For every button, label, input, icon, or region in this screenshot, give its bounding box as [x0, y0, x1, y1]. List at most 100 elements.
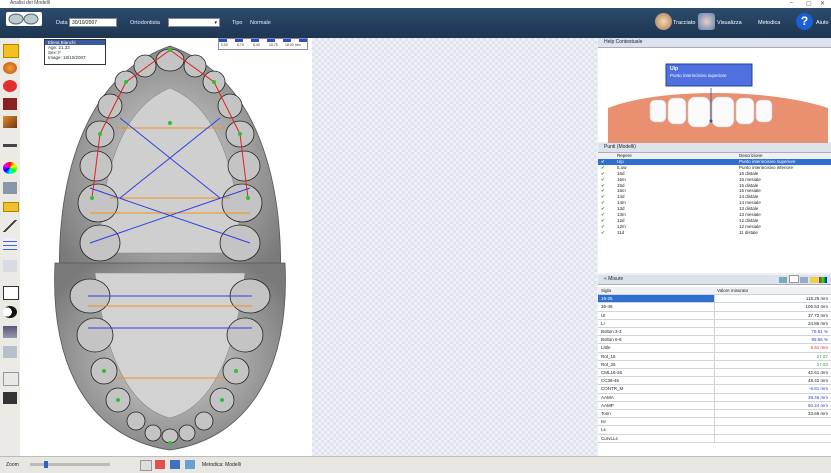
ruler-icon[interactable]	[3, 202, 19, 212]
table-row[interactable]: 36-46 105.53 mm	[598, 302, 831, 312]
table-row[interactable]: LI 24.86 mm	[598, 319, 831, 329]
table-row[interactable]: ✔ ILow Punto interincisivo inferiore	[598, 165, 831, 171]
scale-ruler: 5.00 6.75 8.40 10.75 18.00 mm	[218, 38, 308, 50]
measure-code: 16-26	[598, 294, 714, 304]
view-icon[interactable]	[170, 460, 180, 469]
table-row[interactable]: Isr	[598, 417, 831, 427]
folder-icon[interactable]	[809, 277, 818, 283]
table-row[interactable]: Ls	[598, 425, 831, 435]
point-code: 16m	[617, 176, 626, 182]
help-illustration	[608, 63, 828, 143]
check-icon: ✔	[601, 182, 605, 188]
table-row[interactable]: ✔ 16m 16 mesiale	[598, 177, 831, 183]
frame-icon[interactable]	[3, 286, 19, 300]
aiuto-button[interactable]: Aiuto	[816, 20, 829, 26]
dental-arches-image[interactable]	[20, 38, 312, 456]
visualizza-icon[interactable]	[698, 13, 715, 30]
table-row[interactable]: CONTR_M -6.81 mm	[598, 384, 831, 394]
table-row[interactable]: Bolton 3-3 78.81 %	[598, 327, 831, 337]
help-icon[interactable]: ?	[796, 13, 813, 30]
maximize-icon[interactable]: ▢	[806, 1, 812, 7]
table-row[interactable]: Bolton 6-6 95.56 %	[598, 335, 831, 345]
point-description: 16 mesiale	[739, 176, 761, 182]
move-icon[interactable]	[3, 80, 17, 92]
visualizza-button[interactable]: Visualizza	[717, 20, 742, 26]
angle-icon[interactable]	[3, 220, 17, 232]
measure-code: Tonn	[598, 409, 714, 419]
tracciato-button[interactable]: Tracciato	[673, 20, 696, 26]
calculator-icon[interactable]	[3, 392, 17, 404]
table-row[interactable]: AAMP 50.24 mm	[598, 401, 831, 411]
hand-tool-icon[interactable]	[3, 44, 19, 58]
table-row[interactable]: ✔ 14m 14 mesiale	[598, 200, 831, 206]
ortodontista-select[interactable]: ▾	[168, 18, 220, 27]
zoom-slider[interactable]	[30, 461, 110, 468]
ruler-tick: 6.75	[237, 43, 244, 47]
table-row[interactable]: Little 5.61 mm	[598, 343, 831, 353]
table-row[interactable]: UI 37.72 mm	[598, 311, 831, 320]
measure-value: 27.53	[713, 360, 831, 370]
metodica-button[interactable]: Metodica	[758, 20, 781, 26]
overlay-icon[interactable]	[3, 260, 17, 272]
caliper-icon[interactable]	[3, 182, 17, 194]
line-tool-icon[interactable]	[3, 144, 17, 147]
magnifier-icon[interactable]	[3, 62, 17, 74]
table-row[interactable]: Rot_26 27.53	[598, 360, 831, 370]
document-icon[interactable]	[3, 372, 19, 386]
patient-age: Age: 21,33	[48, 45, 70, 50]
misure-panel: « Misure Sigla Valore misurato 16-26 115.…	[598, 275, 831, 456]
table-row[interactable]: ✔ 13m 13 mesiale	[598, 212, 831, 218]
table-row[interactable]: ✔ 14d 14 distale	[598, 194, 831, 200]
chart-icon[interactable]	[779, 277, 788, 283]
minimize-icon[interactable]: –	[790, 0, 794, 6]
pencil-icon[interactable]	[3, 116, 17, 128]
table-row[interactable]: ✔ 16d 16 distale	[598, 171, 831, 177]
measure-value: 5.61 mm	[713, 343, 831, 353]
measure-value: 39.46 mm	[713, 393, 831, 402]
tool-icon[interactable]	[185, 460, 195, 469]
data-field[interactable]: 30/10/2007	[69, 18, 117, 27]
table-row[interactable]: ✔ 15m 15 mesiale	[598, 188, 831, 194]
point-code: 15m	[617, 188, 626, 194]
measure-code: Rot_16	[598, 352, 714, 361]
tipo-select[interactable]: Normale	[250, 20, 271, 26]
table-row[interactable]: Rot_16 27.67	[598, 352, 831, 361]
color-icon[interactable]	[155, 460, 165, 469]
brightness-icon[interactable]	[3, 98, 17, 110]
table-row[interactable]: CML16-26 42.61 mm	[598, 368, 831, 378]
left-toolbox	[0, 38, 21, 456]
measure-code: 36-46	[598, 302, 714, 312]
zoom-slider-thumb[interactable]	[44, 461, 48, 468]
help-callout-title: Uip	[670, 66, 679, 72]
table-row[interactable]: CurvLLs	[598, 434, 831, 443]
grid-icon[interactable]	[3, 238, 17, 250]
table-row[interactable]: ✔ 13d 13 distale	[598, 206, 831, 212]
measure-value	[713, 417, 831, 427]
close-icon[interactable]: ✕	[820, 1, 826, 7]
color-wheel-icon[interactable]	[3, 162, 17, 174]
model-image-area[interactable]	[20, 38, 312, 456]
table-row[interactable]: ✔ 12m 12 mesiale	[598, 224, 831, 230]
ruler-tick: 5.00	[221, 43, 228, 47]
point-description: 14 mesiale	[739, 200, 761, 206]
photo-icon[interactable]	[3, 326, 17, 338]
doctor-icon[interactable]	[655, 13, 672, 30]
point-code: Uip	[614, 158, 736, 165]
measure-code: CurvLLs	[598, 434, 714, 443]
layers-icon[interactable]	[3, 346, 17, 358]
table-row[interactable]: 16-26 115.25 mm	[598, 294, 831, 304]
fit-icon[interactable]	[140, 460, 152, 471]
table-row[interactable]: ✔ Uip Punto interincisivo superiore	[598, 158, 831, 165]
table-row[interactable]: Tonn 33.65 mm	[598, 409, 831, 419]
table-row[interactable]: AAMA 39.46 mm	[598, 393, 831, 402]
contrast-icon[interactable]	[3, 306, 17, 318]
table-row[interactable]: ✔ 12d 12 distale	[598, 218, 831, 224]
table-row[interactable]: CC36-46 48.42 mm	[598, 376, 831, 386]
settings-icon[interactable]	[800, 277, 809, 283]
palette-icon[interactable]	[819, 277, 827, 283]
table-row[interactable]: ✔ 15d 15 distale	[598, 183, 831, 189]
point-code: 13m	[617, 212, 626, 218]
page-icon[interactable]	[788, 275, 799, 283]
table-row[interactable]: ✔ 11d 11 distale	[598, 230, 831, 236]
point-description: 12 mesiale	[739, 223, 761, 229]
